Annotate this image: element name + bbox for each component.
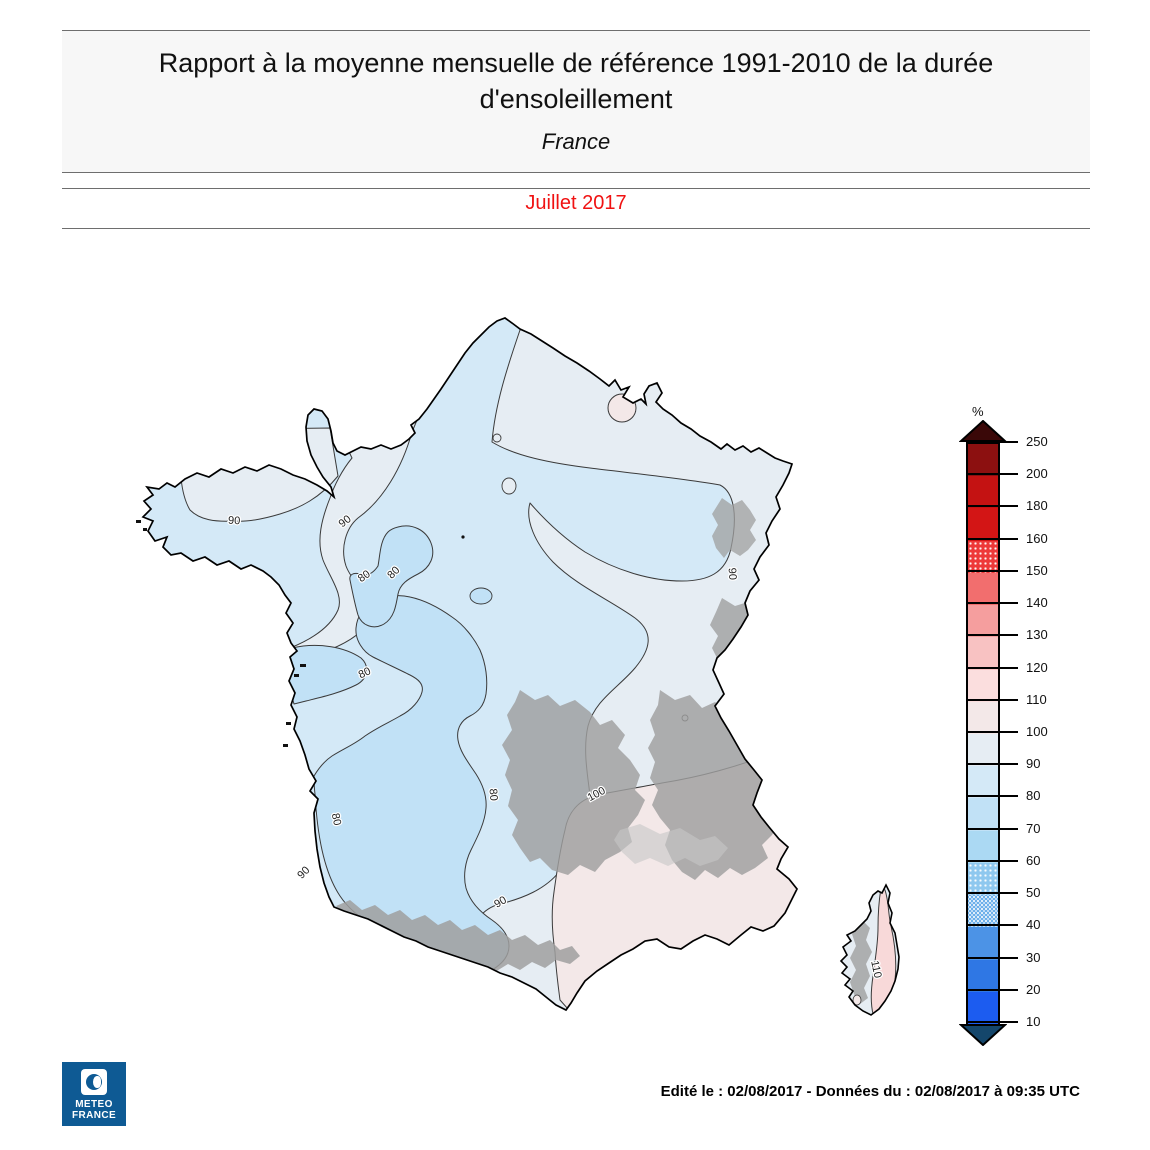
legend-arrow-up-icon — [959, 420, 1007, 442]
period-label: Juillet 2017 — [525, 192, 627, 214]
legend-tick — [966, 763, 1018, 766]
legend-unit-label: % — [972, 404, 984, 419]
legend-tick-label: 200 — [1026, 466, 1048, 482]
contour-label-80: 80 — [329, 812, 343, 826]
legend-tick — [966, 956, 1018, 959]
legend-tick-label: 180 — [1026, 498, 1048, 514]
legend-cell-90-100 — [968, 733, 998, 767]
contour-label-80: 80 — [486, 788, 499, 801]
legend-tick-label: 150 — [1026, 562, 1048, 578]
legend-tick — [966, 473, 1018, 476]
legend-tick — [966, 698, 1018, 701]
meteo-france-emblem-icon — [81, 1069, 107, 1095]
legend-tick — [966, 795, 1018, 798]
legend-cell-100-110 — [968, 701, 998, 734]
legend-cell-60-70 — [968, 830, 998, 863]
issued-date-text: Edité le : 02/08/2017 - Données du : 02/… — [660, 1083, 1080, 1100]
legend-tick — [966, 1021, 1018, 1023]
legend-cell-40-50 — [968, 895, 998, 928]
page-title: Rapport à la moyenne mensuelle de référe… — [158, 48, 994, 114]
legend-cell-150-160 — [968, 540, 998, 573]
legend-cell-80-90 — [968, 766, 998, 799]
legend-tick — [966, 602, 1018, 605]
title-box: Rapport à la moyenne mensuelle de référe… — [62, 30, 1090, 173]
legend-tick-label: 30 — [1026, 949, 1041, 965]
legend-tick — [966, 988, 1018, 991]
legend-tick — [966, 666, 1018, 669]
logo-text-line1: METEO — [75, 1099, 113, 1110]
legend-tick-label: 20 — [1026, 981, 1041, 997]
legend-cell-110-120 — [968, 669, 998, 702]
legend-arrow-down-icon — [959, 1024, 1007, 1046]
contour-label-90: 90 — [726, 567, 739, 580]
legend-tick-label: 100 — [1026, 724, 1048, 739]
contour-label-110: 110 — [868, 960, 883, 980]
legend-tick-label: 160 — [1026, 530, 1048, 546]
legend-tick-label: 140 — [1026, 595, 1048, 611]
meteo-france-logo: METEO FRANCE — [62, 1062, 126, 1126]
divider — [62, 228, 1090, 229]
legend-cell-70-80 — [968, 798, 998, 831]
legend-cell-130-140 — [968, 605, 998, 638]
legend-tick-label: 110 — [1026, 691, 1047, 707]
logo-text-line2: FRANCE — [71, 1110, 117, 1121]
legend-tick — [966, 505, 1018, 508]
legend-tick-label: 60 — [1026, 852, 1041, 868]
contour-label-90: 90 — [228, 515, 241, 528]
legend-cell-140-150 — [968, 572, 998, 606]
legend-color-bar — [966, 442, 1000, 1026]
legend-tick-label: 80 — [1026, 788, 1041, 804]
legend-tick — [966, 569, 1018, 572]
legend-tick — [966, 859, 1018, 862]
legend-cell-30-40 — [968, 927, 998, 960]
legend-tick — [966, 537, 1018, 540]
legend-tick-label: 70 — [1026, 820, 1041, 836]
legend-tick-label: 90 — [1026, 756, 1041, 772]
legend-tick-label: 10 — [1026, 1014, 1041, 1029]
legend-tick-label: 120 — [1026, 659, 1048, 675]
divider — [62, 188, 1090, 189]
legend-cell-50-60 — [968, 862, 998, 896]
legend: % 250 200 180 160 150 140 130 120 110 100 90 80 70 60… — [950, 404, 1100, 1064]
legend-tick — [966, 634, 1018, 637]
legend-tick-label: 40 — [1026, 917, 1041, 933]
legend-cell-180-200 — [968, 476, 998, 509]
contour-label-90: 90 — [295, 864, 312, 881]
legend-tick-label: 250 — [1026, 434, 1048, 449]
legend-tick-label: 50 — [1026, 885, 1041, 901]
legend-cell-200-250 — [968, 444, 998, 477]
legend-tick — [966, 924, 1018, 927]
legend-tick — [966, 827, 1018, 830]
legend-tick — [966, 892, 1018, 895]
legend-cell-160-180 — [968, 508, 998, 541]
legend-tick — [966, 731, 1018, 733]
legend-cell-120-130 — [968, 637, 998, 670]
legend-cell-20-30 — [968, 959, 998, 992]
legend-tick-label: 130 — [1026, 627, 1048, 643]
legend-cell-10-20 — [968, 991, 998, 1024]
page-subtitle: France — [541, 129, 611, 154]
legend-tick — [966, 441, 1018, 443]
